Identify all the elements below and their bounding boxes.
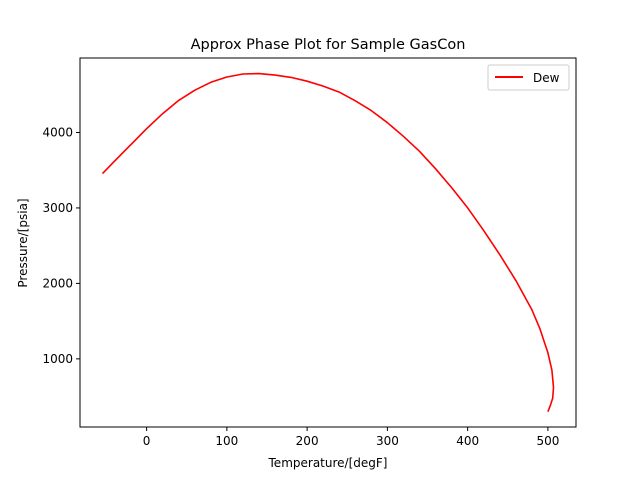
x-axis-label: Temperature/[degF] bbox=[268, 456, 388, 470]
x-tick-label: 300 bbox=[376, 434, 399, 448]
legend-label-dew: Dew bbox=[533, 71, 560, 85]
x-tick-label: 100 bbox=[215, 434, 238, 448]
series-layer bbox=[101, 72, 555, 412]
y-tick-label: 1000 bbox=[42, 352, 73, 366]
chart-title: Approx Phase Plot for Sample GasCon bbox=[191, 37, 466, 53]
x-tick-label: 200 bbox=[296, 434, 319, 448]
y-axis-ticks: 1000 2000 3000 4000 bbox=[42, 125, 80, 366]
x-axis-ticks: 0 100 200 300 400 500 bbox=[143, 427, 559, 448]
legend: Dew bbox=[487, 64, 570, 91]
y-tick-label: 2000 bbox=[42, 276, 73, 290]
y-tick-label: 4000 bbox=[42, 125, 73, 139]
legend-box bbox=[487, 64, 570, 91]
x-tick-label: 500 bbox=[536, 434, 559, 448]
plot-frame bbox=[79, 57, 577, 428]
series-line-dew bbox=[101, 72, 555, 412]
x-tick-label: 0 bbox=[143, 434, 151, 448]
x-tick-label: 400 bbox=[456, 434, 479, 448]
y-tick-label: 3000 bbox=[42, 201, 73, 215]
y-axis-label: Pressure/[psia] bbox=[16, 198, 30, 287]
